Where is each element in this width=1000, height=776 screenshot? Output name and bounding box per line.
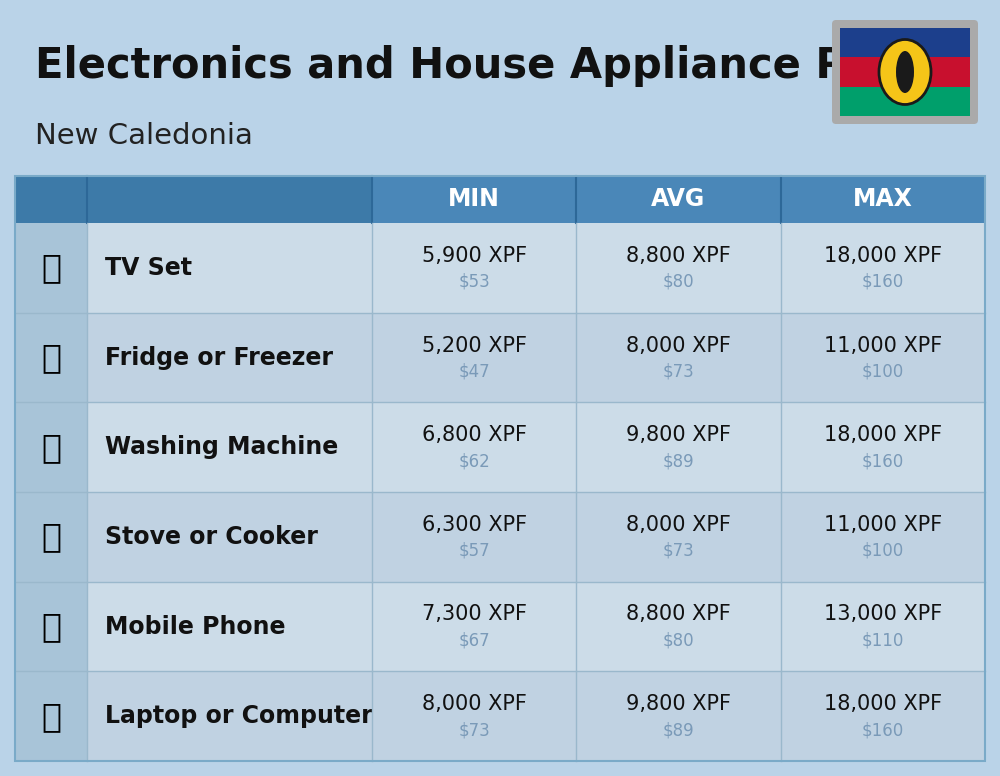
Text: Electronics and House Appliance Prices: Electronics and House Appliance Prices bbox=[35, 45, 958, 87]
Text: 8,800 XPF: 8,800 XPF bbox=[626, 605, 731, 625]
Text: $100: $100 bbox=[862, 542, 904, 559]
Text: 11,000 XPF: 11,000 XPF bbox=[824, 335, 942, 355]
Text: 6,800 XPF: 6,800 XPF bbox=[422, 425, 527, 445]
Text: $73: $73 bbox=[458, 721, 490, 740]
Bar bbox=[15, 492, 985, 582]
Text: 13,000 XPF: 13,000 XPF bbox=[824, 605, 942, 625]
Text: $100: $100 bbox=[862, 362, 904, 380]
Bar bbox=[903, 52, 907, 92]
Text: 18,000 XPF: 18,000 XPF bbox=[824, 246, 942, 266]
Bar bbox=[840, 87, 970, 116]
Text: Washing Machine: Washing Machine bbox=[105, 435, 338, 459]
Bar bbox=[15, 582, 87, 671]
Text: $160: $160 bbox=[862, 721, 904, 740]
Text: 8,000 XPF: 8,000 XPF bbox=[626, 335, 731, 355]
Bar bbox=[15, 671, 985, 761]
Bar bbox=[15, 492, 87, 582]
Text: TV Set: TV Set bbox=[105, 256, 192, 280]
Text: Fridge or Freezer: Fridge or Freezer bbox=[105, 345, 333, 369]
Text: $80: $80 bbox=[663, 632, 694, 650]
Text: 8,000 XPF: 8,000 XPF bbox=[422, 695, 527, 714]
Text: Mobile Phone: Mobile Phone bbox=[105, 615, 286, 639]
Bar bbox=[15, 176, 985, 223]
Text: 11,000 XPF: 11,000 XPF bbox=[824, 514, 942, 535]
Text: 9,800 XPF: 9,800 XPF bbox=[626, 695, 731, 714]
Bar bbox=[15, 402, 985, 492]
Ellipse shape bbox=[879, 40, 931, 105]
Ellipse shape bbox=[896, 51, 914, 93]
Text: 5,200 XPF: 5,200 XPF bbox=[422, 335, 527, 355]
Bar bbox=[15, 582, 985, 671]
Text: $160: $160 bbox=[862, 273, 904, 291]
Text: $80: $80 bbox=[663, 273, 694, 291]
Bar bbox=[15, 176, 372, 223]
Text: $89: $89 bbox=[663, 721, 694, 740]
Text: 💻: 💻 bbox=[41, 700, 61, 733]
Text: 8,000 XPF: 8,000 XPF bbox=[626, 514, 731, 535]
Bar bbox=[840, 28, 970, 57]
Text: 9,800 XPF: 9,800 XPF bbox=[626, 425, 731, 445]
Text: $67: $67 bbox=[458, 632, 490, 650]
Text: $73: $73 bbox=[663, 542, 694, 559]
Bar bbox=[840, 57, 970, 87]
Bar bbox=[15, 223, 985, 313]
Text: Laptop or Computer: Laptop or Computer bbox=[105, 704, 373, 728]
Text: 18,000 XPF: 18,000 XPF bbox=[824, 695, 942, 714]
Text: Stove or Cooker: Stove or Cooker bbox=[105, 525, 318, 549]
Text: MAX: MAX bbox=[853, 188, 913, 212]
Bar bbox=[15, 671, 87, 761]
FancyBboxPatch shape bbox=[832, 20, 978, 124]
Bar bbox=[15, 402, 87, 492]
Bar bbox=[15, 313, 985, 402]
Text: $89: $89 bbox=[663, 452, 694, 470]
Text: MIN: MIN bbox=[448, 188, 500, 212]
Bar bbox=[15, 313, 87, 402]
Text: New Caledonia: New Caledonia bbox=[35, 122, 253, 150]
Text: $110: $110 bbox=[862, 632, 904, 650]
Text: $160: $160 bbox=[862, 452, 904, 470]
Text: 7,300 XPF: 7,300 XPF bbox=[422, 605, 527, 625]
Text: 🔥: 🔥 bbox=[41, 521, 61, 553]
Text: 18,000 XPF: 18,000 XPF bbox=[824, 425, 942, 445]
Text: 8,800 XPF: 8,800 XPF bbox=[626, 246, 731, 266]
Text: $53: $53 bbox=[458, 273, 490, 291]
Text: 📱: 📱 bbox=[41, 610, 61, 643]
Text: $73: $73 bbox=[663, 362, 694, 380]
Text: 📺: 📺 bbox=[41, 251, 61, 284]
Text: AVG: AVG bbox=[651, 188, 706, 212]
Text: $57: $57 bbox=[458, 542, 490, 559]
Text: 🌀: 🌀 bbox=[41, 431, 61, 464]
Text: $62: $62 bbox=[458, 452, 490, 470]
Text: 🧊: 🧊 bbox=[41, 341, 61, 374]
Text: 6,300 XPF: 6,300 XPF bbox=[422, 514, 527, 535]
Text: 5,900 XPF: 5,900 XPF bbox=[422, 246, 527, 266]
Bar bbox=[15, 223, 87, 313]
Text: $47: $47 bbox=[458, 362, 490, 380]
